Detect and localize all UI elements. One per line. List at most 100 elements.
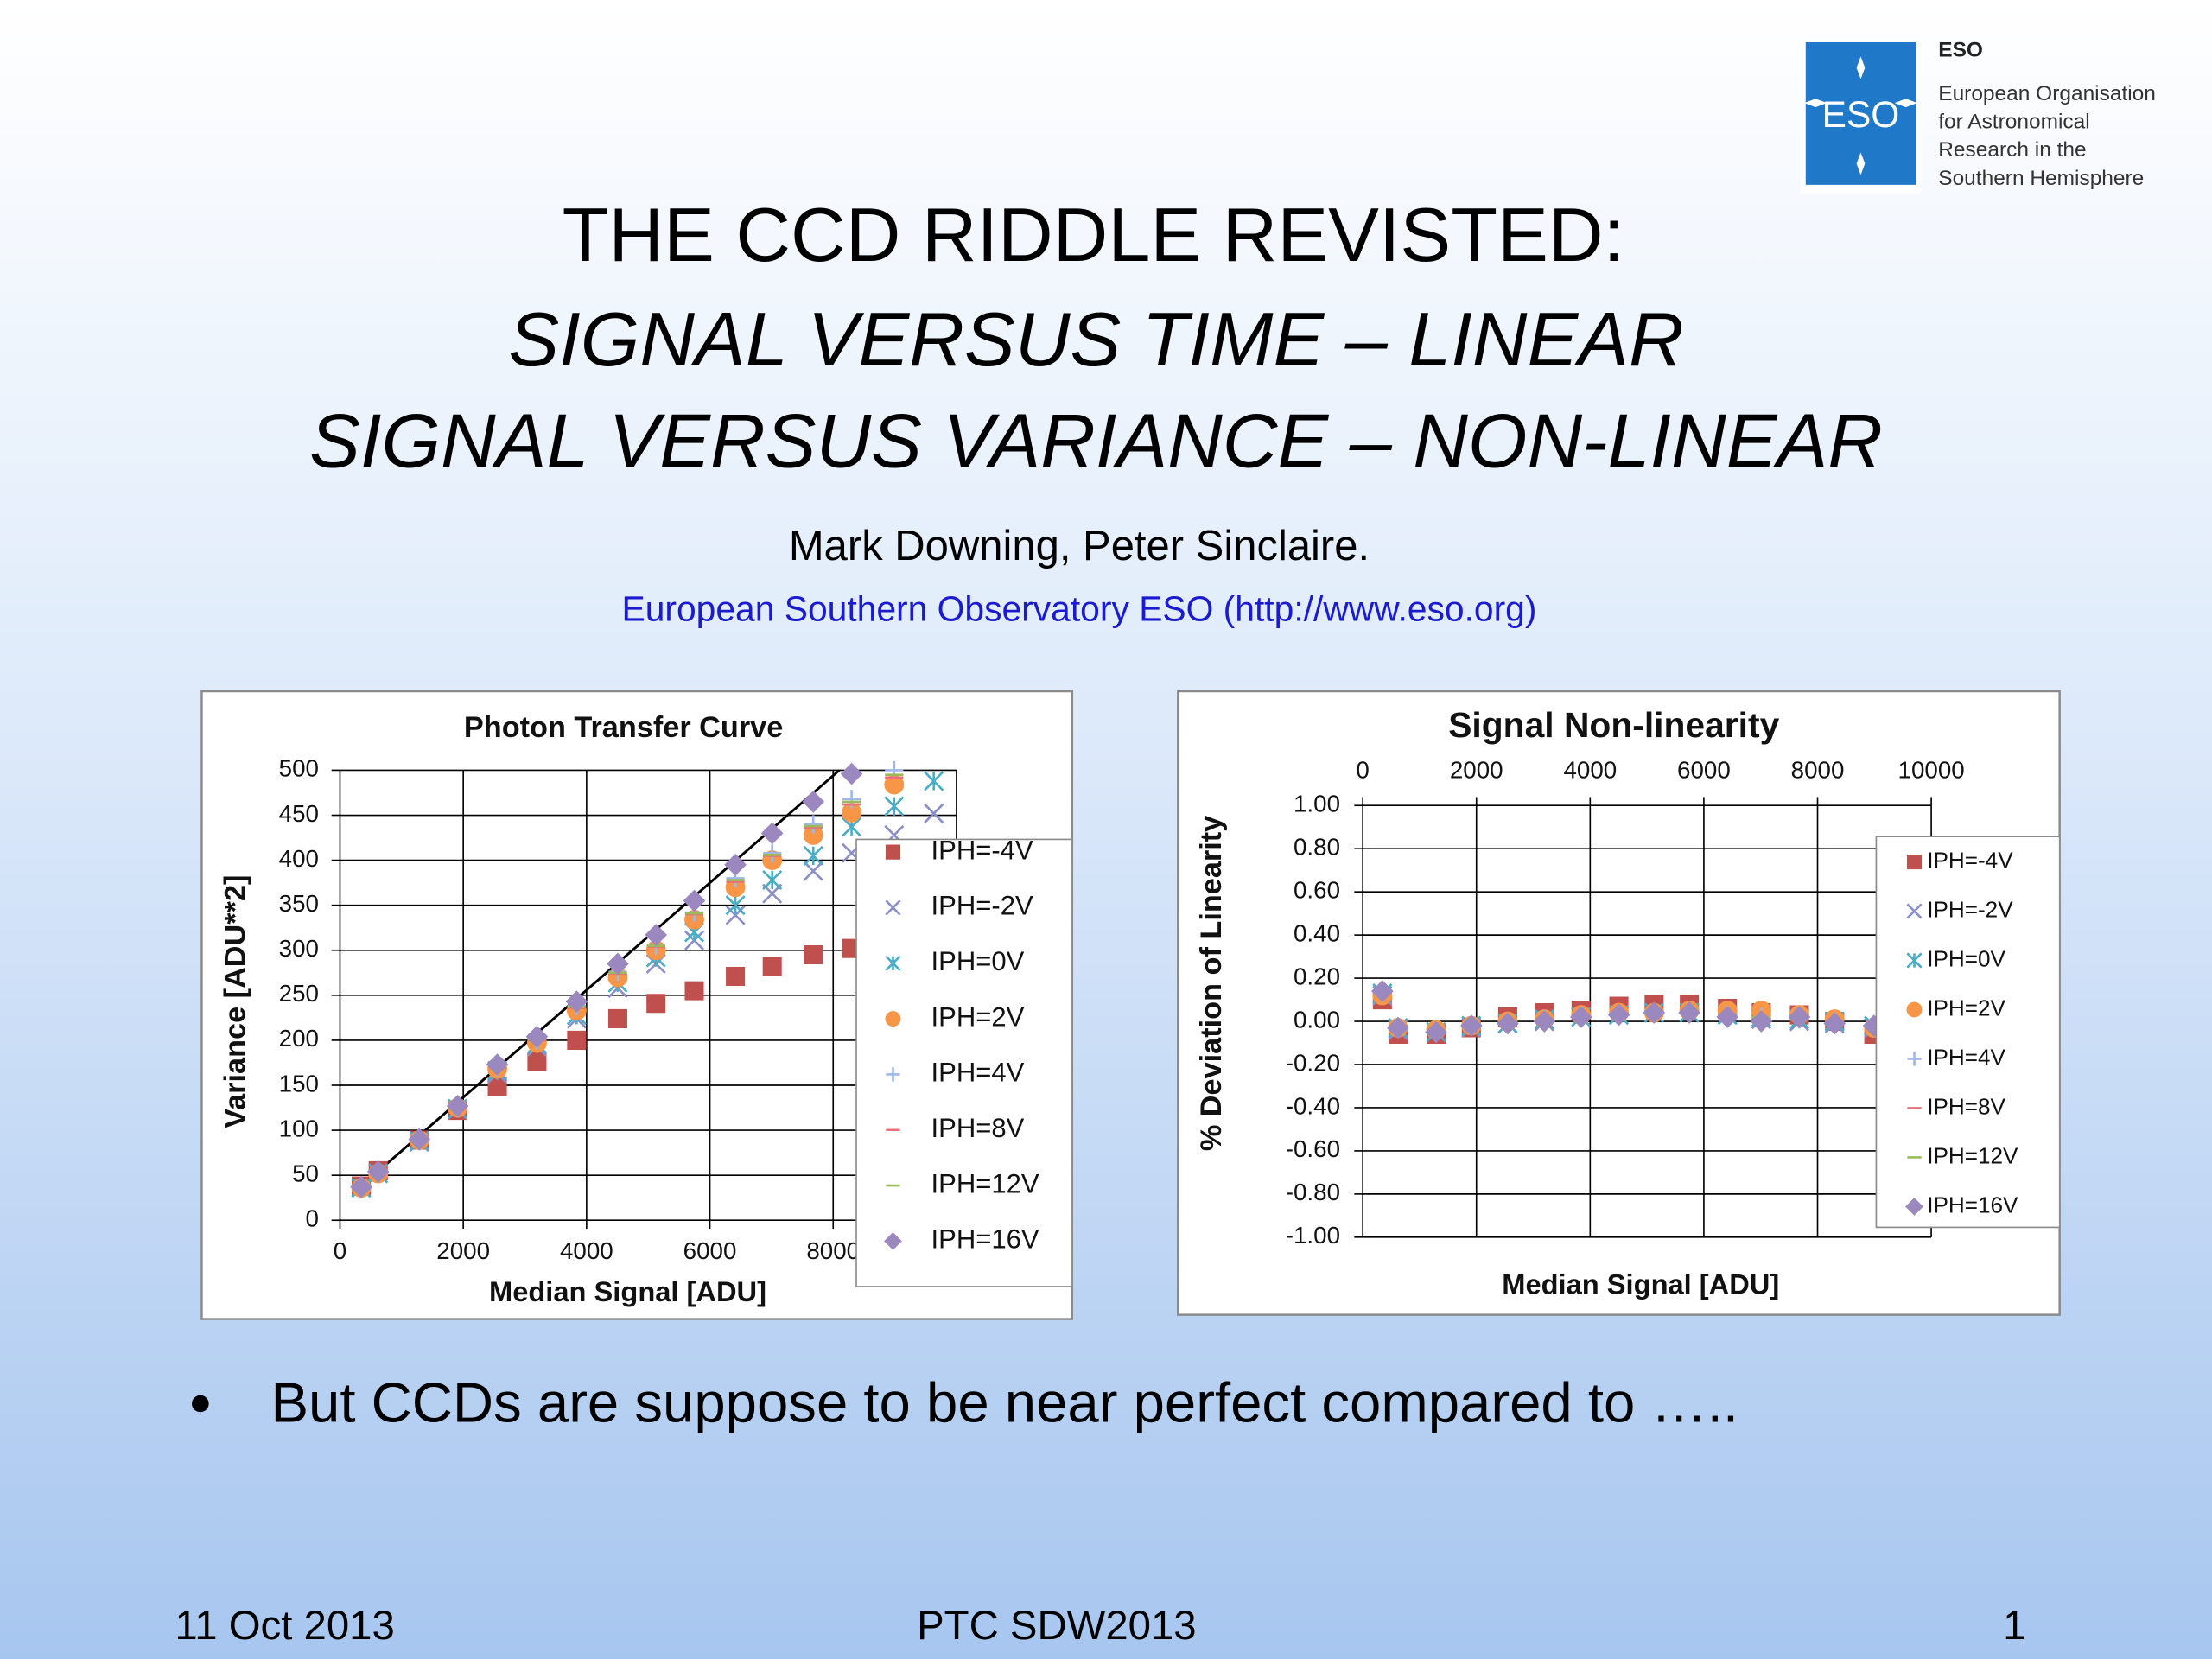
legend-label: IPH=2V (1927, 995, 2005, 1020)
data-point (884, 796, 905, 817)
y-tick-label: 250 (279, 980, 319, 1007)
x-tick-label: 4000 (560, 1237, 613, 1264)
legend-marker (885, 844, 901, 860)
data-point (1533, 1010, 1556, 1033)
y-tick-label: -0.40 (1286, 1092, 1340, 1119)
y-tick-label: 0.20 (1294, 963, 1340, 989)
y-tick-label: 400 (279, 845, 319, 872)
data-point (683, 889, 706, 912)
legend-label: IPH=12V (1927, 1142, 2018, 1168)
affiliation: European Southern Observatory ESO (http:… (621, 588, 1536, 628)
data-point (1750, 1010, 1773, 1033)
data-point (1678, 1001, 1700, 1024)
data-point (350, 1175, 372, 1198)
chart-body: Signal Non-linearity 1.00 0.80 0.60 0.40 0.20… (1195, 705, 2060, 1300)
data-point (1788, 1006, 1811, 1028)
data-point (763, 843, 782, 862)
legend-label: IPH=4V (931, 1058, 1025, 1088)
data-point (527, 1052, 547, 1071)
org-line: for Astronomical (1938, 111, 2089, 134)
legend-box (1875, 836, 2060, 1229)
x-tick-label: 8000 (806, 1237, 860, 1264)
legend-label: IPH=-2V (1927, 896, 2013, 922)
x-tick-label: 10000 (1898, 756, 1965, 783)
data-point (726, 966, 746, 986)
data-point (366, 1160, 390, 1183)
data-point (684, 981, 704, 1001)
reference-line (360, 769, 841, 1187)
data-point (486, 1053, 509, 1076)
data-point (1643, 1001, 1666, 1024)
y-tick-label: 1.00 (1294, 791, 1340, 817)
bullet-text: But CCDs are suppose to be near perfect … (270, 1371, 1738, 1434)
data-point (1425, 1020, 1447, 1044)
legend-label: IPH=-2V (931, 891, 1033, 921)
data-point (803, 861, 823, 881)
y-tick-label: 50 (292, 1160, 319, 1186)
data-point (842, 802, 862, 823)
legend-label: IPH=-4V (1927, 847, 2013, 873)
title-line: THE CCD RIDDLE REVISTED: (563, 192, 1624, 277)
y-tick-label: 350 (279, 890, 319, 917)
data-point (804, 815, 823, 834)
chart-title: Signal Non-linearity (1448, 705, 1779, 745)
chart-body: Photon Transfer Curve 0 50 100 150 200 250 300 3… (219, 711, 1072, 1307)
data-point (1387, 1016, 1409, 1039)
data-point (724, 853, 747, 876)
y-tick-label: 150 (279, 1070, 319, 1096)
org-name: ESO (1938, 38, 1983, 61)
data-point (762, 957, 782, 976)
y-tick-label: 0 (306, 1205, 319, 1232)
footer-page: 1 (2003, 1603, 2025, 1649)
legend-marker (1906, 1001, 1923, 1018)
x-tick-label: 0 (334, 1237, 346, 1264)
y-tick-label: 100 (279, 1115, 319, 1141)
data-point (760, 822, 784, 845)
org-line: European Organisation (1938, 82, 2156, 105)
y-tick-label: 0.80 (1294, 834, 1340, 861)
org-line: Research in the (1938, 138, 2086, 162)
x-tick-label: 6000 (683, 1237, 737, 1264)
data-point (924, 771, 944, 791)
data-point (1823, 1012, 1847, 1035)
bullet-marker (192, 1395, 209, 1413)
data-point (1371, 980, 1394, 1002)
data-point (408, 1128, 431, 1151)
data-point (802, 791, 825, 813)
x-tick-label: 4000 (1563, 756, 1617, 783)
y-tick-label: -1.00 (1286, 1222, 1340, 1249)
data-point (1569, 1006, 1592, 1028)
legend-label: IPH=2V (931, 1001, 1025, 1032)
data-point (840, 762, 863, 785)
charts: Photon Transfer Curve 0 50 100 150 200 250 300 3… (200, 690, 2061, 1320)
x-axis-label: Median Signal [ADU] (1502, 1268, 1779, 1300)
y-tick-label: 0.40 (1294, 919, 1340, 946)
y-tick-label: -0.20 (1286, 1049, 1340, 1076)
data-point (607, 1008, 627, 1028)
data-point (803, 824, 823, 845)
x-axis-label: Median Signal [ADU] (489, 1275, 766, 1307)
data-point (565, 990, 588, 1013)
data-point (525, 1025, 549, 1048)
x-tick-label: 6000 (1677, 756, 1731, 783)
legend-marker (1906, 854, 1923, 870)
data-point (924, 803, 944, 823)
data-point (725, 895, 746, 916)
y-tick-label: -0.60 (1286, 1135, 1340, 1162)
data-point (1459, 1014, 1483, 1037)
legend-marker (885, 899, 901, 916)
legend-marker (1906, 952, 1923, 969)
legend-label: IPH=8V (931, 1113, 1025, 1143)
legend-label: IPH=-4V (931, 835, 1033, 865)
data-point (1716, 1006, 1739, 1028)
y-axis-label: Variance [ADU**2] (219, 875, 251, 1128)
legend-marker (884, 1232, 902, 1250)
title-line: SIGNAL VERSUS VARIANCE – NON-LINEAR (309, 397, 1883, 483)
data-point (804, 944, 823, 964)
y-axis-label: % Deviation of Linearity (1195, 816, 1228, 1151)
legend-marker (885, 1011, 901, 1027)
authors: Mark Downing, Peter Sinclaire. (789, 523, 1370, 569)
legend-label: IPH=12V (931, 1168, 1039, 1198)
logo-text: ESO (1822, 94, 1900, 135)
